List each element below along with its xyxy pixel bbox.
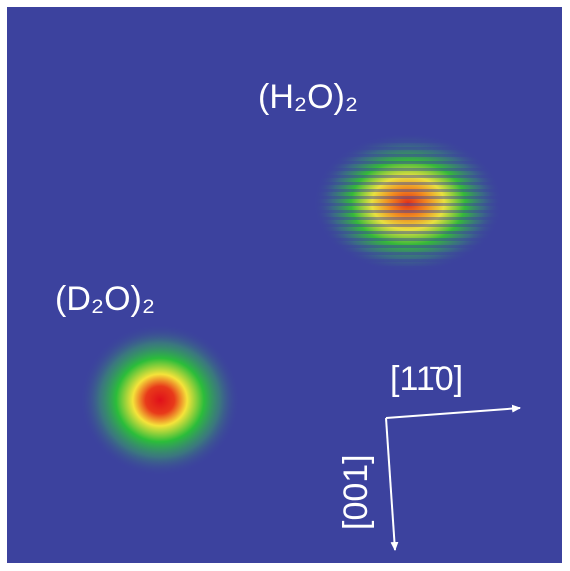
background xyxy=(7,7,562,563)
d2o-spot xyxy=(80,324,240,476)
direction-label: [001] xyxy=(337,454,375,530)
h2o-spot xyxy=(313,133,503,273)
direction-label: [11̄0] xyxy=(390,360,463,398)
h2o-label: (H₂O)₂ xyxy=(258,78,358,116)
axis-arrow xyxy=(385,417,399,551)
axis-arrow xyxy=(385,404,521,419)
d2o-label: (D₂O)₂ xyxy=(55,280,155,318)
